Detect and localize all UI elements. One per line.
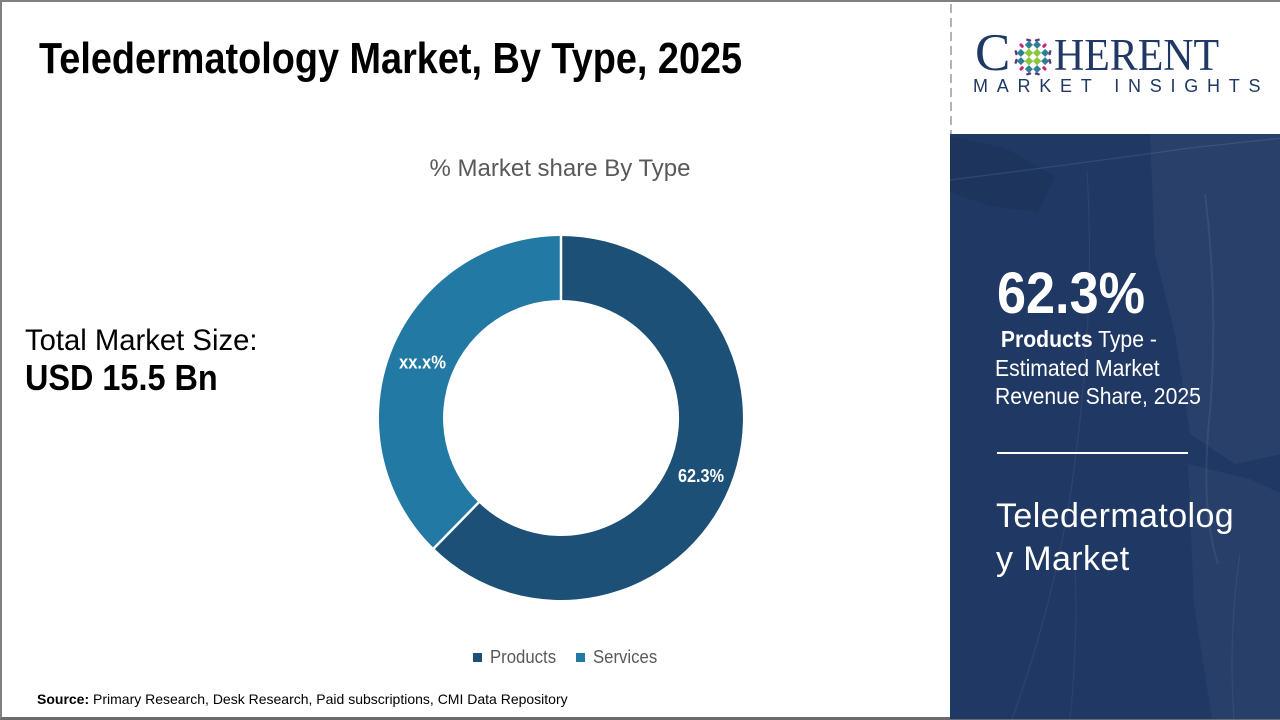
svg-text:xx.x%: xx.x% [399,352,446,372]
svg-text:62.3%: 62.3% [678,466,724,486]
